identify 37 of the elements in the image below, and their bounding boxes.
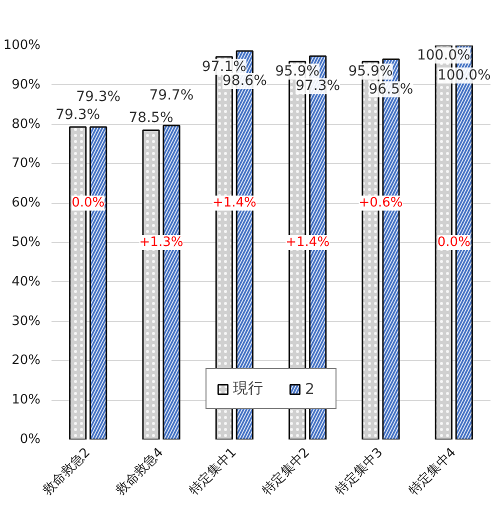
- annotation: 0.0%: [437, 235, 470, 250]
- x-tick-label: 救命救急4: [112, 445, 167, 500]
- data-label: 98.6%: [222, 73, 267, 90]
- data-label: 96.5%: [368, 81, 414, 98]
- annotation: 0.0%: [72, 196, 105, 211]
- legend-label: 2: [305, 380, 316, 398]
- x-tick-label: 特定集中3: [332, 445, 386, 498]
- y-tick-label: 0%: [20, 432, 40, 447]
- y-tick-label: 50%: [12, 235, 41, 250]
- y-tick-label: 30%: [12, 314, 41, 329]
- data-label: 78.5%: [128, 110, 174, 126]
- y-tick-label: 10%: [12, 392, 41, 408]
- x-tick-label: 救命救急2: [39, 445, 94, 500]
- y-tick-label: 20%: [12, 353, 41, 368]
- data-label: 79.7%: [149, 87, 194, 104]
- data-label: 95.9%: [275, 64, 320, 80]
- data-label: 79.3%: [76, 89, 121, 106]
- x-tick-label: 特定集中2: [260, 445, 313, 498]
- x-tick-label: 特定集中1: [186, 445, 240, 498]
- annotation: +1.3%: [139, 235, 184, 250]
- y-tick-label: 80%: [12, 116, 41, 132]
- annotation: +1.4%: [212, 196, 256, 211]
- y-tick-label: 40%: [12, 274, 41, 290]
- y-tick-label: 90%: [12, 77, 41, 92]
- y-tick-label: 60%: [12, 196, 41, 211]
- data-label: 95.9%: [348, 64, 393, 80]
- annotation: +1.4%: [286, 235, 330, 250]
- data-label: 97.3%: [296, 78, 340, 94]
- y-tick-label: 100%: [3, 38, 41, 53]
- annotation: +0.6%: [358, 196, 403, 211]
- data-label: 100.0%: [416, 48, 470, 64]
- y-tick-label: 70%: [12, 156, 41, 172]
- data-label: 79.3%: [56, 107, 100, 124]
- data-label: 100.0%: [437, 68, 491, 84]
- legend-label: 現行: [233, 379, 263, 398]
- x-tick-label: 特定集中4: [406, 445, 460, 498]
- data-label: 97.1%: [202, 58, 246, 75]
